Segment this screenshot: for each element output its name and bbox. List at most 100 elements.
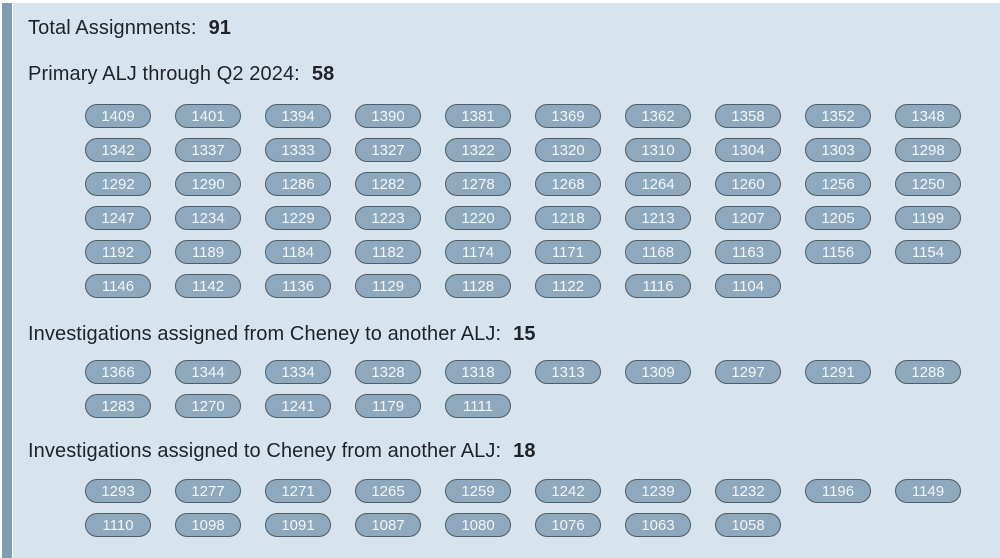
- investigation-pill[interactable]: 1334: [265, 360, 331, 384]
- investigation-pill[interactable]: 1313: [535, 360, 601, 384]
- investigation-pill[interactable]: 1278: [445, 172, 511, 196]
- investigation-pill[interactable]: 1268: [535, 172, 601, 196]
- investigation-pill[interactable]: 1390: [355, 104, 421, 128]
- investigation-pill[interactable]: 1116: [625, 274, 691, 298]
- investigation-pill[interactable]: 1205: [805, 206, 871, 230]
- investigation-pill[interactable]: 1293: [85, 479, 151, 503]
- investigation-pill[interactable]: 1149: [895, 479, 961, 503]
- investigation-pill[interactable]: 1207: [715, 206, 781, 230]
- investigation-pill[interactable]: 1110: [85, 513, 151, 537]
- investigation-pill[interactable]: 1163: [715, 240, 781, 264]
- investigation-pill[interactable]: 1366: [85, 360, 151, 384]
- investigation-pill[interactable]: 1182: [355, 240, 421, 264]
- investigation-pill[interactable]: 1286: [265, 172, 331, 196]
- investigation-pill[interactable]: 1213: [625, 206, 691, 230]
- investigation-pill[interactable]: 1063: [625, 513, 691, 537]
- investigation-pill[interactable]: 1328: [355, 360, 421, 384]
- investigation-pill[interactable]: 1358: [715, 104, 781, 128]
- investigation-pill[interactable]: 1264: [625, 172, 691, 196]
- total-assignments-count: 91: [208, 17, 232, 39]
- investigation-pill[interactable]: 1104: [715, 274, 781, 298]
- investigation-pill[interactable]: 1394: [265, 104, 331, 128]
- vertical-scrollbar[interactable]: [2, 3, 12, 558]
- investigation-pill[interactable]: 1239: [625, 479, 691, 503]
- investigation-pill[interactable]: 1282: [355, 172, 421, 196]
- investigation-pill[interactable]: 1337: [175, 138, 241, 162]
- assigned-to-cheney-count: 18: [513, 440, 536, 462]
- investigation-pill[interactable]: 1174: [445, 240, 511, 264]
- investigation-pill[interactable]: 1409: [85, 104, 151, 128]
- investigation-pill[interactable]: 1288: [895, 360, 961, 384]
- investigation-pill[interactable]: 1320: [535, 138, 601, 162]
- investigation-pill[interactable]: 1298: [895, 138, 961, 162]
- investigation-pill[interactable]: 1271: [265, 479, 331, 503]
- investigation-pill[interactable]: 1344: [175, 360, 241, 384]
- investigation-pill[interactable]: 1297: [715, 360, 781, 384]
- investigation-pill[interactable]: 1310: [625, 138, 691, 162]
- investigation-pill[interactable]: 1080: [445, 513, 511, 537]
- investigation-pill[interactable]: 1250: [895, 172, 961, 196]
- total-assignments-header: Total Assignments: 91: [28, 14, 1000, 42]
- investigation-pill[interactable]: 1098: [175, 513, 241, 537]
- investigation-pill[interactable]: 1218: [535, 206, 601, 230]
- investigation-pill[interactable]: 1247: [85, 206, 151, 230]
- investigation-pill[interactable]: 1292: [85, 172, 151, 196]
- assigned-to-cheney-pill-group: 1293 1277 1271 1265 1259 1242 1239 1232 1196 1149…: [85, 479, 965, 537]
- investigation-pill[interactable]: 1087: [355, 513, 421, 537]
- investigation-pill[interactable]: 1171: [535, 240, 601, 264]
- investigation-pill[interactable]: 1111: [445, 394, 511, 418]
- primary-alj-label: Primary ALJ through Q2 2024:: [28, 63, 300, 85]
- investigation-pill[interactable]: 1369: [535, 104, 601, 128]
- investigation-pill[interactable]: 1241: [265, 394, 331, 418]
- investigation-pill[interactable]: 1196: [805, 479, 871, 503]
- investigation-pill[interactable]: 1304: [715, 138, 781, 162]
- investigation-pill[interactable]: 1156: [805, 240, 871, 264]
- investigation-pill[interactable]: 1283: [85, 394, 151, 418]
- investigation-pill[interactable]: 1259: [445, 479, 511, 503]
- investigation-pill[interactable]: 1136: [265, 274, 331, 298]
- investigation-pill[interactable]: 1327: [355, 138, 421, 162]
- investigation-pill[interactable]: 1303: [805, 138, 871, 162]
- investigation-pill[interactable]: 1290: [175, 172, 241, 196]
- investigation-pill[interactable]: 1242: [535, 479, 601, 503]
- investigation-pill[interactable]: 1333: [265, 138, 331, 162]
- investigation-pill[interactable]: 1076: [535, 513, 601, 537]
- investigation-pill[interactable]: 1234: [175, 206, 241, 230]
- investigation-pill[interactable]: 1277: [175, 479, 241, 503]
- investigation-pill[interactable]: 1270: [175, 394, 241, 418]
- investigation-pill[interactable]: 1192: [85, 240, 151, 264]
- assigned-from-cheney-pill-group: 1366 1344 1334 1328 1318 1313 1309 1297 1291 1288…: [85, 360, 965, 418]
- investigation-pill[interactable]: 1265: [355, 479, 421, 503]
- investigation-pill[interactable]: 1146: [85, 274, 151, 298]
- investigation-pill[interactable]: 1348: [895, 104, 961, 128]
- investigation-pill[interactable]: 1229: [265, 206, 331, 230]
- investigation-pill[interactable]: 1091: [265, 513, 331, 537]
- investigation-pill[interactable]: 1352: [805, 104, 871, 128]
- investigation-pill[interactable]: 1058: [715, 513, 781, 537]
- investigation-pill[interactable]: 1291: [805, 360, 871, 384]
- investigation-pill[interactable]: 1260: [715, 172, 781, 196]
- investigation-pill[interactable]: 1381: [445, 104, 511, 128]
- investigation-pill[interactable]: 1168: [625, 240, 691, 264]
- investigation-pill[interactable]: 1128: [445, 274, 511, 298]
- investigation-pill[interactable]: 1220: [445, 206, 511, 230]
- assigned-to-cheney-label: Investigations assigned to Cheney from a…: [28, 440, 502, 462]
- investigation-pill[interactable]: 1322: [445, 138, 511, 162]
- investigation-pill[interactable]: 1362: [625, 104, 691, 128]
- investigation-pill[interactable]: 1401: [175, 104, 241, 128]
- investigation-pill[interactable]: 1318: [445, 360, 511, 384]
- investigation-pill[interactable]: 1179: [355, 394, 421, 418]
- investigation-pill[interactable]: 1122: [535, 274, 601, 298]
- investigation-pill[interactable]: 1342: [85, 138, 151, 162]
- investigation-pill[interactable]: 1184: [265, 240, 331, 264]
- investigation-pill[interactable]: 1256: [805, 172, 871, 196]
- investigation-pill[interactable]: 1223: [355, 206, 421, 230]
- assignments-panel: Total Assignments: 91 Primary ALJ through…: [13, 3, 1000, 558]
- investigation-pill[interactable]: 1232: [715, 479, 781, 503]
- investigation-pill[interactable]: 1129: [355, 274, 421, 298]
- investigation-pill[interactable]: 1142: [175, 274, 241, 298]
- investigation-pill[interactable]: 1189: [175, 240, 241, 264]
- investigation-pill[interactable]: 1309: [625, 360, 691, 384]
- investigation-pill[interactable]: 1154: [895, 240, 961, 264]
- investigation-pill[interactable]: 1199: [895, 206, 961, 230]
